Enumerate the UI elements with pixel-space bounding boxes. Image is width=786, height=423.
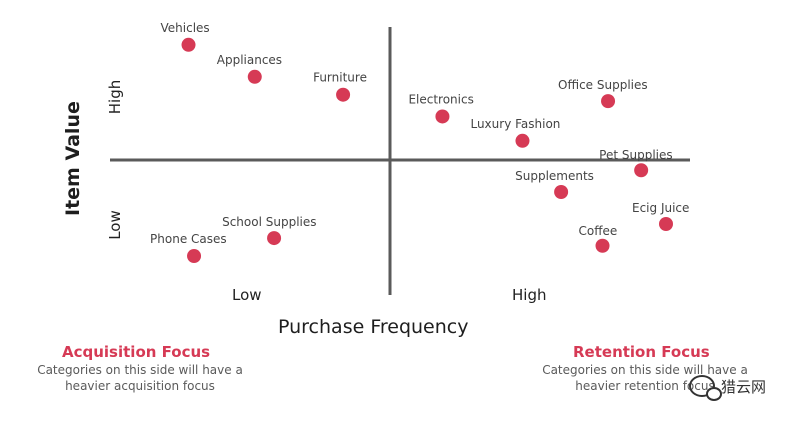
point-label-furniture: Furniture [313,71,367,85]
point-label-phone-cases: Phone Cases [150,232,227,246]
point-label-luxury-fashion: Luxury Fashion [470,117,560,131]
point-label-vehicles: Vehicles [161,21,210,35]
point-ecig-juice [659,217,673,231]
point-label-ecig-juice: Ecig Juice [632,201,689,215]
retention-line-1: Categories on this side will have a [542,363,748,377]
x-axis-title: Purchase Frequency [278,316,469,338]
point-office-supplies [601,94,616,109]
acquisition-line-2: heavier acquisition focus [65,379,215,393]
acquisition-line-1: Categories on this side will have a [37,363,243,377]
retention-focus-title: Retention Focus [573,343,710,361]
watermark-text: 猎云网 [720,377,766,396]
point-label-school-supplies: School Supplies [222,215,316,229]
point-label-pet-supplies: Pet Supplies [599,148,672,162]
acquisition-focus-title: Acquisition Focus [62,343,211,361]
point-label-coffee: Coffee [579,224,618,238]
point-furniture [336,87,351,102]
y-axis-title: Item Value [62,101,84,216]
watermark: 猎云网 [688,375,766,401]
point-supplements [554,185,569,199]
point-label-supplements: Supplements [515,169,594,183]
y-tick-high: High [106,79,124,115]
points-layer: Vehicles Appliances Furniture Electronics Lu… [150,21,689,263]
acquisition-focus-description: Categories on this side will have a heav… [10,362,270,394]
point-coffee [595,238,610,253]
x-tick-high: High [512,286,547,304]
retention-line-2: heavier retention focus [575,379,715,393]
point-pet-supplies [634,163,649,178]
point-label-electronics: Electronics [408,92,473,106]
point-appliances [247,69,262,84]
wechat-icon [688,375,722,401]
point-electronics [435,109,450,124]
point-school-supplies [267,231,282,246]
y-tick-low: Low [106,210,124,240]
point-phone-cases [187,249,202,263]
point-vehicles [181,37,196,52]
point-label-office-supplies: Office Supplies [558,78,648,92]
x-tick-low: Low [232,286,262,304]
retention-focus-description: Categories on this side will have a heav… [515,362,775,394]
point-label-appliances: Appliances [217,53,282,67]
point-luxury-fashion [515,133,530,148]
